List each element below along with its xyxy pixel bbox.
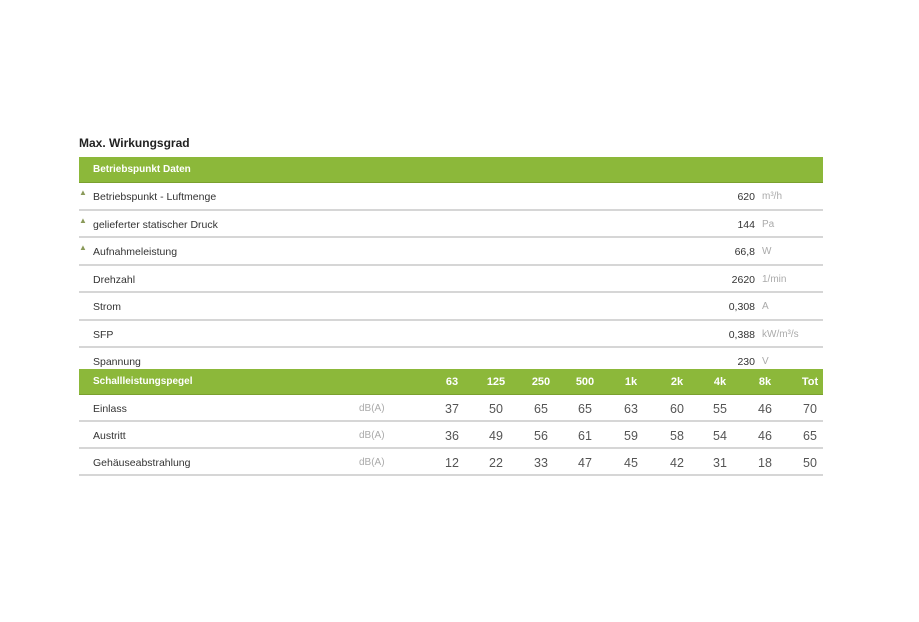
band-value: 33 [534, 456, 548, 470]
band-value: 31 [713, 456, 727, 470]
band-value: 55 [713, 402, 727, 416]
band-header: 2k [670, 376, 684, 388]
band-value: 47 [578, 456, 592, 470]
operating-point-table: Betriebspunkt Daten ▲ Betriebspunkt - Luf… [79, 157, 823, 376]
band-value: 12 [445, 456, 459, 470]
band-value: 70 [803, 402, 817, 416]
band-value: 56 [534, 429, 548, 443]
band-value: 45 [624, 456, 638, 470]
band-value: 49 [489, 429, 503, 443]
triangle-icon: ▲ [79, 188, 87, 197]
row-label: Austritt [93, 430, 126, 442]
band-value: 54 [713, 429, 727, 443]
row-value: 0,308 [728, 301, 755, 313]
table-row: ▲ Betriebspunkt - Luftmenge 620 m³/h [79, 183, 823, 211]
band-value: 58 [670, 429, 684, 443]
band-header: Tot [801, 376, 819, 388]
table-row: Austritt dB(A) 36 49 56 61 59 58 54 46 65 [79, 422, 823, 449]
table-row: Drehzahl 2620 1/min [79, 266, 823, 293]
row-label: Spannung [93, 356, 141, 368]
band-value: 60 [670, 402, 684, 416]
row-label: Aufnahmeleistung [93, 246, 178, 258]
row-label: Betriebspunkt - Luftmenge [93, 191, 217, 203]
row-label: Strom [93, 301, 122, 313]
row-unit: Pa [762, 218, 775, 230]
sound-power-table: Schallleistungspegel 63 125 250 500 1k 2k 4k 8k T… [79, 369, 823, 476]
row-label: gelieferter statischer Druck [93, 218, 218, 231]
band-header: 500 [575, 376, 595, 388]
header-label: Betriebspunkt Daten [93, 164, 191, 175]
header-label: Schallleistungspegel [93, 376, 193, 387]
operating-point-header: Betriebspunkt Daten [79, 157, 823, 183]
row-unit: 1/min [762, 273, 787, 285]
band-value: 59 [624, 429, 638, 443]
table-row: ▲ Aufnahmeleistung 66,8 W [79, 238, 823, 266]
table-row: Strom 0,308 A [79, 293, 823, 321]
row-label: Gehäuseabstrahlung [93, 457, 191, 469]
row-value: 66,8 [734, 246, 755, 258]
row-label: Drehzahl [93, 273, 136, 286]
band-value: 61 [578, 429, 592, 443]
row-unit: kW/m³/s [762, 328, 799, 340]
row-unit: dB(A) [359, 430, 385, 441]
band-value: 22 [489, 456, 503, 470]
sound-power-header: Schallleistungspegel 63 125 250 500 1k 2k 4k 8k T… [79, 369, 823, 395]
band-header: 125 [486, 376, 506, 388]
band-value: 46 [758, 402, 772, 416]
band-value: 37 [445, 402, 459, 416]
band-value: 42 [670, 456, 684, 470]
band-header: 8k [758, 376, 772, 388]
row-value: 2620 [731, 273, 755, 286]
band-header: 63 [445, 376, 459, 388]
table-row: Gehäuseabstrahlung dB(A) 12 22 33 47 45 42 31 18 5… [79, 449, 823, 476]
table-row: SFP 0,388 kW/m³/s [79, 321, 823, 348]
band-value: 63 [624, 402, 638, 416]
band-value: 65 [803, 429, 817, 443]
table-row: ▲ gelieferter statischer Druck 144 Pa [79, 211, 823, 238]
section-title: Max. Wirkungsgrad [79, 136, 190, 150]
band-value: 46 [758, 429, 772, 443]
row-value: 0,388 [728, 328, 755, 341]
band-value: 18 [758, 456, 772, 470]
band-value: 50 [803, 456, 817, 470]
band-value: 50 [489, 402, 503, 416]
row-unit: dB(A) [359, 403, 385, 414]
band-header: 250 [531, 376, 551, 388]
row-label: SFP [93, 328, 114, 341]
row-value: 620 [737, 191, 755, 203]
row-value: 144 [737, 218, 755, 231]
row-unit: V [762, 356, 769, 367]
row-label: Einlass [93, 403, 127, 415]
row-unit: W [762, 246, 772, 257]
triangle-icon: ▲ [79, 215, 87, 225]
row-unit: m³/h [762, 191, 782, 202]
band-header: 1k [624, 376, 638, 388]
table-row: Einlass dB(A) 37 50 65 65 63 60 55 46 70 [79, 395, 823, 422]
band-value: 65 [534, 402, 548, 416]
row-unit: dB(A) [359, 457, 385, 468]
band-header: 4k [713, 376, 727, 388]
row-unit: A [762, 301, 769, 312]
band-value: 36 [445, 429, 459, 443]
band-value: 65 [578, 402, 592, 416]
row-value: 230 [737, 356, 755, 368]
triangle-icon: ▲ [79, 243, 87, 252]
